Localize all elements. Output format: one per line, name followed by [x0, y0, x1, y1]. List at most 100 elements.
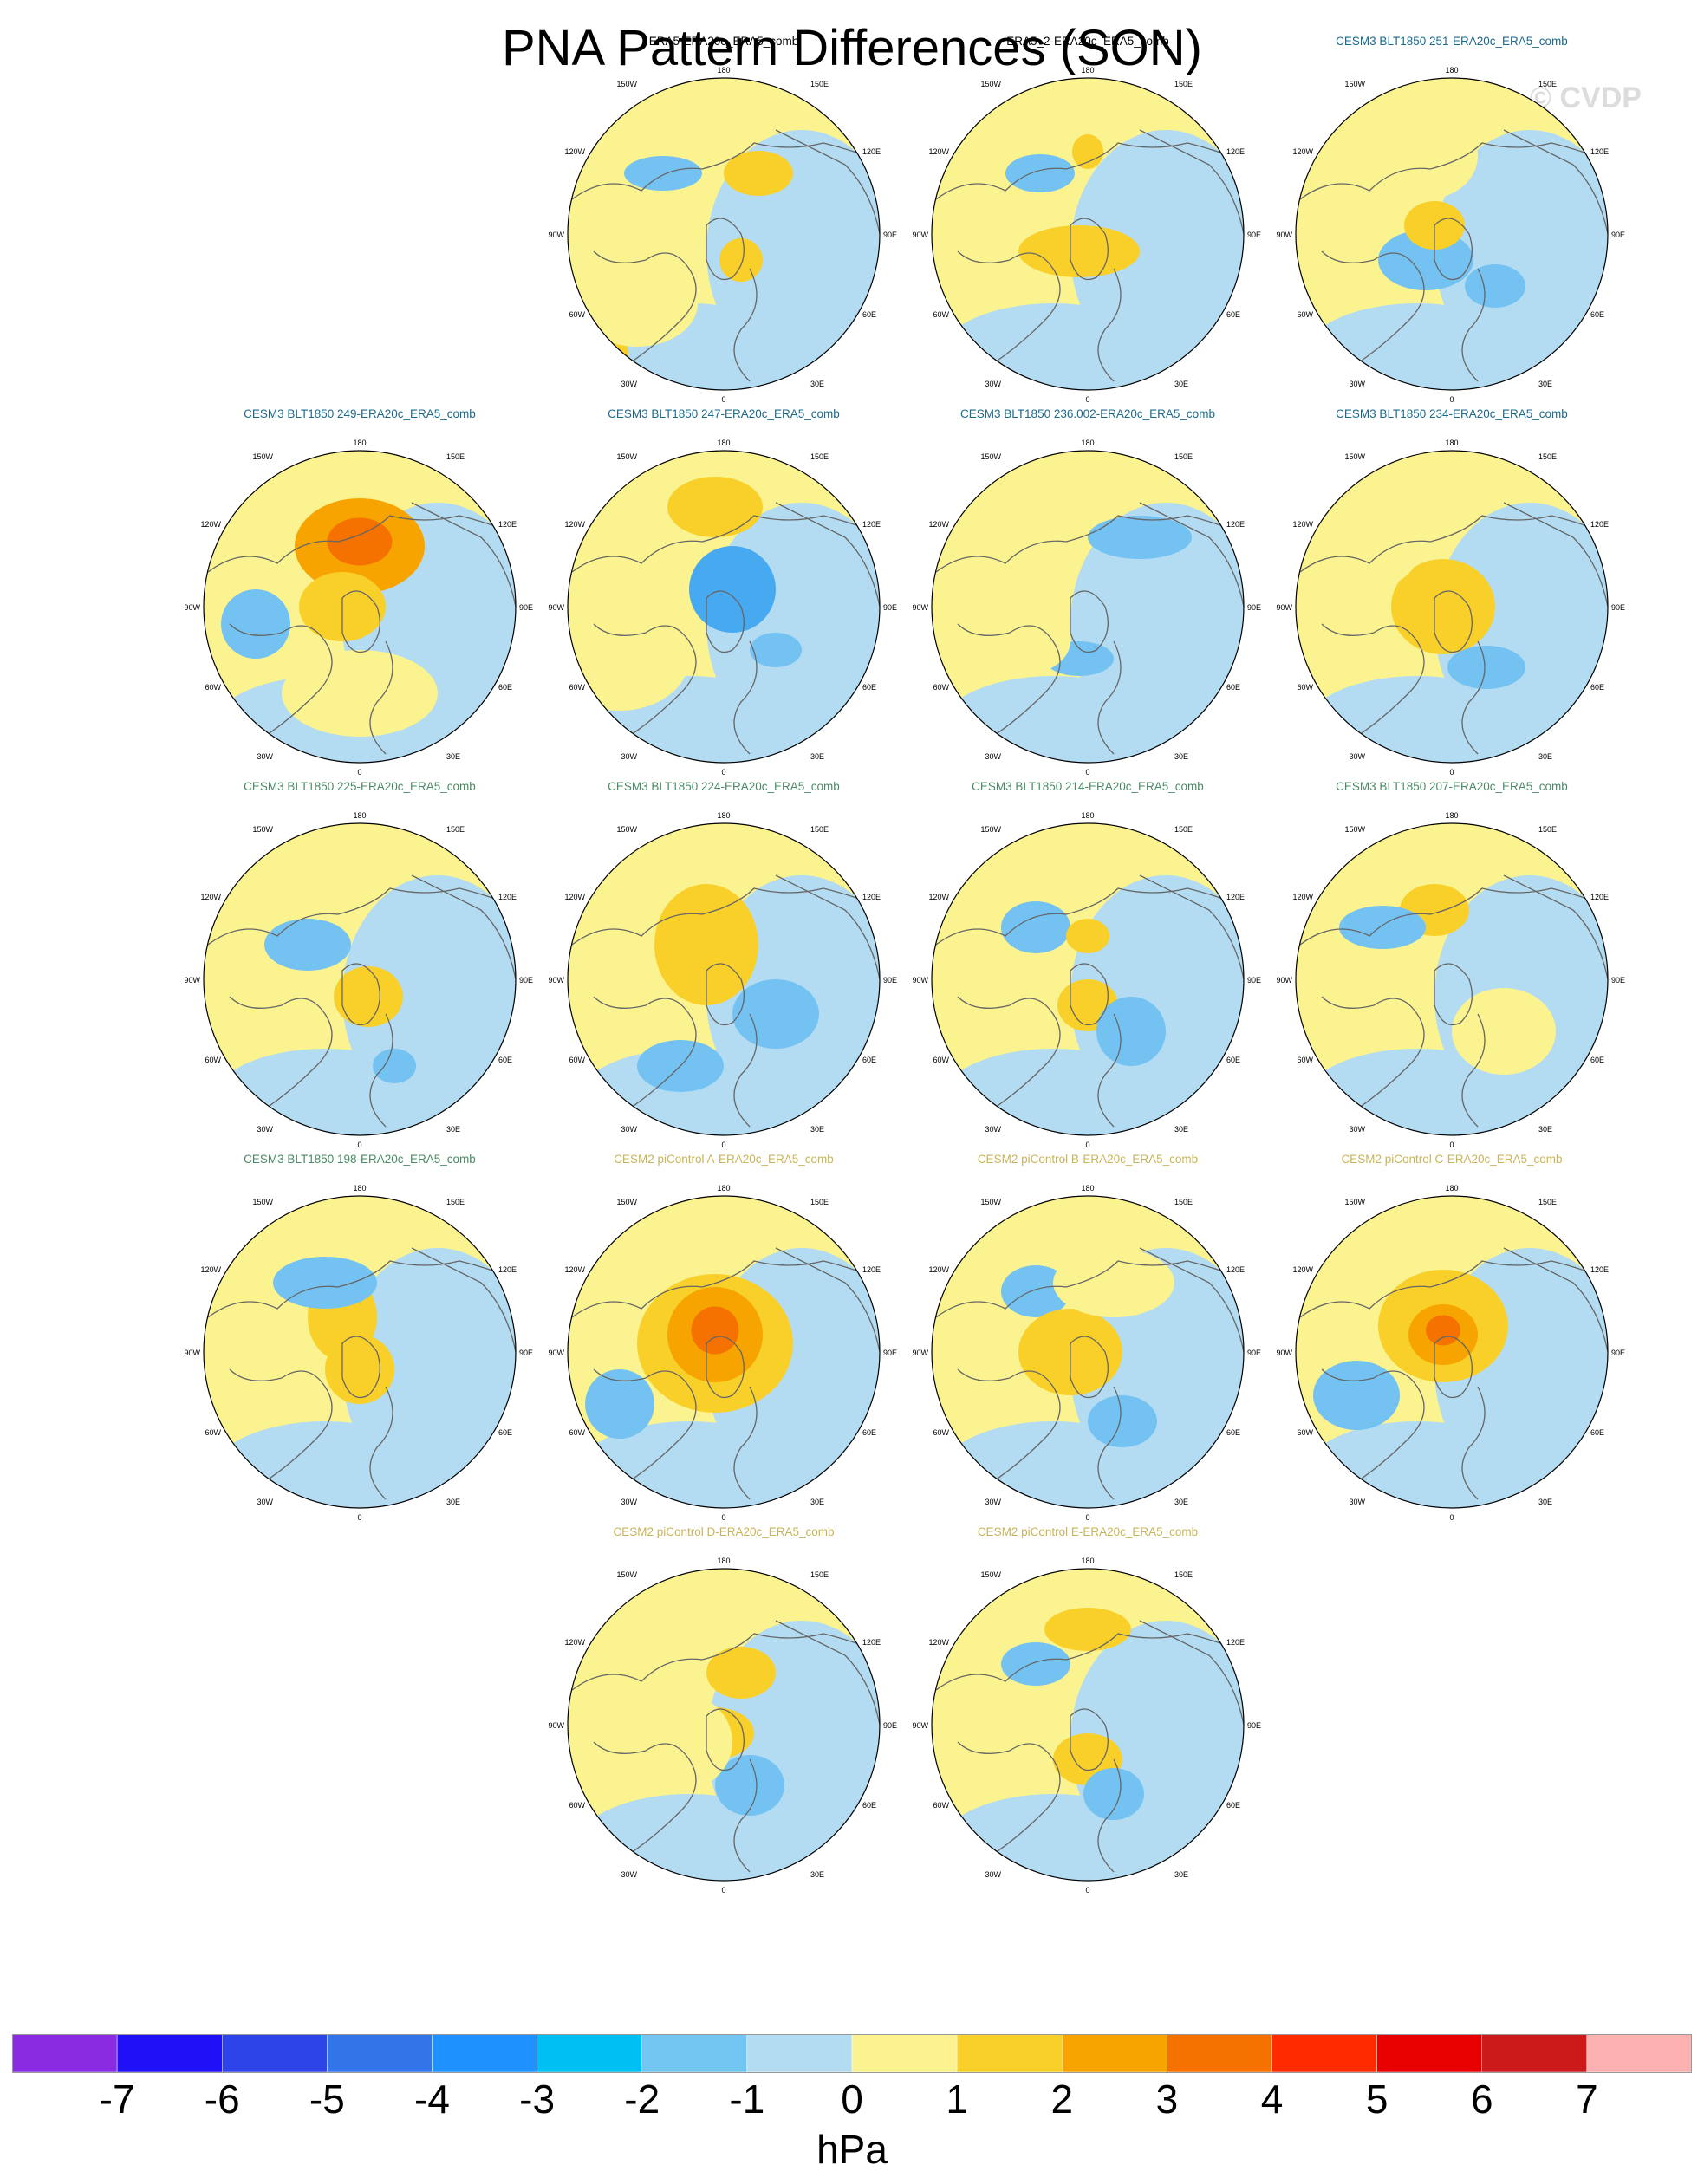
- coastline: [571, 129, 880, 382]
- colorbar-tick-label: -7: [99, 2077, 135, 2122]
- map-panel-title: CESM2 piControl E-ERA20c_ERA5_comb: [977, 1525, 1199, 1538]
- longitude-label: 30W: [1349, 1498, 1365, 1506]
- longitude-label: 150W: [1344, 452, 1365, 461]
- longitude-label: 0: [357, 1141, 361, 1149]
- longitude-label: 30E: [810, 752, 824, 761]
- colorbar-swatch: [1167, 2034, 1272, 2073]
- map-panel: CESM3 BLT1850 198-ERA20c_ERA5_comb 180 0 15…: [178, 1153, 542, 1525]
- longitude-label: 90E: [1247, 1349, 1261, 1357]
- longitude-label: 0: [1085, 768, 1089, 777]
- longitude-label: 30W: [257, 1125, 273, 1134]
- map-panel-title: CESM3 BLT1850 234-ERA20c_ERA5_comb: [1336, 407, 1568, 420]
- polar-map: 180 0 150W 150E 120W 120E 90W 90E 60W 60E 30W 30E: [1276, 1184, 1625, 1522]
- polar-map: 180 0 150W 150E 120W 120E 90W 90E 60W 60E 30W 30E: [548, 1557, 897, 1895]
- polar-map: 180 0 150W 150E 120W 120E 90W 90E 60W 60E 30W 30E: [548, 66, 897, 404]
- longitude-label: 90E: [519, 1349, 533, 1357]
- longitude-label: 30W: [621, 1870, 637, 1879]
- longitude-label: 120E: [862, 893, 881, 901]
- negative-anomaly-region: [750, 633, 802, 667]
- longitude-label: 60E: [1590, 1056, 1604, 1064]
- colorbar-tick-label: 7: [1576, 2077, 1598, 2122]
- polar-map: 180 0 150W 150E 120W 120E 90W 90E 60W 60E 30W 30E: [548, 439, 897, 777]
- map-panel-title: CESM3 BLT1850 251-ERA20c_ERA5_comb: [1336, 35, 1568, 48]
- map-panel-title: CESM2 piControl C-ERA20c_ERA5_comb: [1341, 1153, 1563, 1166]
- polar-map: 180 0 150W 150E 120W 120E 90W 90E 60W 60E 30W 30E: [1276, 439, 1625, 777]
- positive-anomaly-region: [667, 477, 763, 537]
- map-panel-title: CESM2 piControl A-ERA20c_ERA5_comb: [614, 1153, 834, 1166]
- colorbar-swatch: [116, 2034, 223, 2073]
- positive-anomaly-region: [325, 1335, 394, 1404]
- longitude-label: 30E: [446, 1498, 460, 1506]
- longitude-label: 60W: [1297, 683, 1313, 692]
- longitude-label: 150E: [446, 452, 465, 461]
- map-panel: CESM2 piControl C-ERA20c_ERA5_comb 180 0 15…: [1270, 1153, 1634, 1525]
- longitude-label: 60E: [1226, 683, 1240, 692]
- coastline: [571, 502, 880, 755]
- negative-anomaly-region: [1001, 1642, 1070, 1686]
- longitude-label: 90E: [1247, 1721, 1261, 1730]
- positive-anomaly-core: [1426, 1315, 1460, 1346]
- colorbar-outline: [12, 2034, 1692, 2073]
- negative-anomaly-region: [273, 1257, 377, 1309]
- colorbar: [12, 2034, 1692, 2073]
- longitude-label: 120W: [200, 520, 221, 529]
- longitude-label: 150W: [980, 825, 1001, 834]
- longitude-label: 90W: [1276, 1349, 1292, 1357]
- colorbar-tick-label: 2: [1050, 2077, 1074, 2122]
- longitude-label: 150E: [1538, 80, 1557, 88]
- longitude-label: 0: [1085, 1513, 1089, 1522]
- longitude-label: 150E: [1538, 825, 1557, 834]
- negative-anomaly-region: [1001, 1265, 1070, 1317]
- positive-anomaly-region: [689, 901, 741, 953]
- longitude-label: 90W: [912, 231, 928, 239]
- coastline: [935, 1620, 1244, 1873]
- positive-anomaly-region: [719, 238, 763, 282]
- longitude-label: 0: [1085, 1141, 1089, 1149]
- longitude-label: 30W: [621, 1125, 637, 1134]
- colorbar-tick-label: -4: [414, 2077, 450, 2122]
- negative-anomaly-region: [1083, 1768, 1144, 1820]
- negative-anomaly-region: [1005, 154, 1075, 192]
- longitude-label: 90W: [912, 603, 928, 612]
- longitude-label: 60W: [205, 683, 221, 692]
- longitude-label: 150E: [1174, 825, 1193, 834]
- longitude-label: 150W: [980, 1570, 1001, 1579]
- longitude-label: 120E: [498, 893, 517, 901]
- coastline: [207, 874, 516, 1128]
- longitude-label: 30W: [1349, 752, 1365, 761]
- map-panel-title: ERA5-ERA20c_ERA5_comb: [648, 35, 799, 48]
- longitude-label: 120E: [1590, 1265, 1609, 1274]
- map-panel: ERA5_2-ERA20c_ERA5_comb 180 0 150W 150E 120W 1…: [906, 35, 1270, 407]
- longitude-label: 150W: [616, 825, 637, 834]
- longitude-label: 150W: [1344, 1198, 1365, 1206]
- longitude-label: 180: [717, 439, 730, 447]
- map-panel: CESM2 piControl B-ERA20c_ERA5_comb 180 0 15…: [906, 1153, 1270, 1525]
- longitude-label: 150E: [1174, 80, 1193, 88]
- colorbar-swatch: [1481, 2034, 1588, 2073]
- polar-map: 180 0 150W 150E 120W 120E 90W 90E 60W 60E 30W 30E: [184, 1184, 533, 1522]
- map-border: [931, 1568, 1245, 1882]
- negative-anomaly-region: [221, 589, 290, 659]
- colorbar-tick-label: -5: [309, 2077, 345, 2122]
- colorbar-swatch: [1062, 2034, 1167, 2073]
- colorbar-tick-label: -6: [204, 2077, 240, 2122]
- map-border: [203, 1195, 517, 1509]
- longitude-label: 60E: [1590, 683, 1604, 692]
- coastline: [935, 129, 1244, 382]
- longitude-label: 30W: [985, 1125, 1001, 1134]
- longitude-label: 60E: [1226, 1801, 1240, 1810]
- colorbar-tick-label: 5: [1365, 2077, 1389, 2122]
- map-panel-title: CESM3 BLT1850 214-ERA20c_ERA5_comb: [972, 780, 1204, 793]
- negative-anomaly-region: [264, 919, 351, 971]
- colorbar-tick-label: 6: [1470, 2077, 1493, 2122]
- longitude-label: 120W: [928, 147, 949, 156]
- longitude-label: 0: [721, 1513, 725, 1522]
- negative-anomaly-region: [212, 1421, 438, 1508]
- map-panel: CESM3 BLT1850 249-ERA20c_ERA5_comb 180 0 15…: [178, 407, 542, 780]
- longitude-label: 30W: [985, 380, 1001, 388]
- longitude-label: 90E: [1247, 603, 1261, 612]
- map-border: [567, 822, 881, 1136]
- longitude-label: 120E: [862, 147, 881, 156]
- positive-anomaly-region: [1066, 919, 1109, 953]
- longitude-label: 120W: [928, 1638, 949, 1647]
